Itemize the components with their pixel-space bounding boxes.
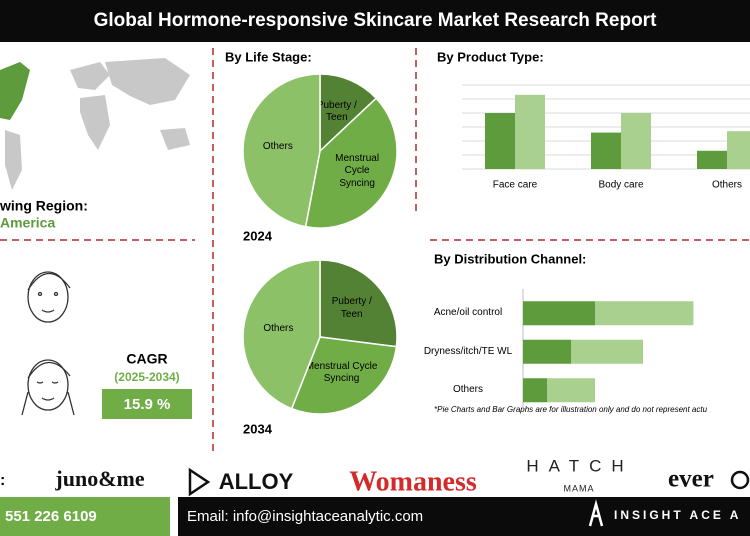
pie-label: Puberty / Teen — [331, 296, 372, 320]
pie-slice — [319, 73, 378, 153]
pie-label-box: Menstrual Cycle Syncing — [335, 152, 380, 189]
pie-label-box: Menstrual Cycle Syncing — [305, 360, 378, 385]
brand: ever — [668, 466, 714, 493]
pie-label: Others — [263, 322, 294, 334]
brand: HATCH — [526, 456, 633, 475]
x-tick-label: Others — [712, 180, 742, 191]
cagr-value: 15.9 % — [124, 396, 171, 413]
bar — [727, 131, 750, 169]
pie-label-box: Puberty / Teen — [316, 99, 357, 124]
bar-segment — [547, 378, 595, 403]
year-label: 2024 — [243, 228, 273, 243]
y-tick-label: Acne/oil control — [433, 307, 503, 318]
bar — [591, 132, 621, 169]
brand: Womaness — [349, 466, 477, 497]
pie-label: Menstrual Cycle Syncing — [305, 360, 378, 385]
pie-label-box: Puberty / Teen — [331, 296, 372, 320]
phone: 551 226 6109 — [5, 508, 97, 525]
separators — [0, 48, 750, 452]
bar — [515, 94, 545, 169]
x-tick-label: Body care — [598, 180, 643, 191]
bar-segment — [571, 339, 643, 364]
y-tick-label-box: Dryness/itch/TE WL — [423, 345, 513, 357]
bar-segment — [595, 301, 694, 326]
y-tick-label: Others — [452, 384, 483, 395]
phone-box — [0, 497, 170, 536]
pie-label-box: Others — [263, 322, 294, 334]
pie-label: Others — [262, 140, 293, 152]
cagr-period: (2025-2034) — [114, 370, 179, 384]
pie-slice — [304, 97, 398, 229]
world-map — [0, 58, 190, 190]
region-value: America — [0, 215, 55, 231]
alloy-icon — [188, 467, 211, 497]
bar — [485, 113, 515, 169]
header-bar — [0, 0, 750, 42]
brand: juno&me — [54, 466, 144, 491]
cagr-label: CAGR — [126, 351, 167, 367]
email: Email: info@insightaceanalytic.com — [187, 508, 423, 525]
company-icon — [588, 499, 604, 527]
brand-icon — [730, 470, 750, 490]
footer-bar — [178, 497, 750, 536]
pie-label: Puberty / Teen — [316, 99, 357, 124]
chart-title: By Distribution Channel: — [434, 251, 586, 266]
y-tick-label-box: Others — [452, 384, 483, 395]
pie-slice — [290, 336, 398, 415]
brand: MAMA — [564, 483, 595, 493]
year-label: 2034 — [243, 421, 273, 436]
chart-title: By Life Stage: — [225, 49, 312, 64]
pie-label-box: Others — [262, 140, 293, 152]
brand: ALLOY — [219, 469, 294, 494]
y-tick-label-box: Acne/oil control — [433, 307, 503, 318]
bar — [697, 150, 727, 169]
bar — [621, 113, 651, 169]
page-title: Global Hormone-responsive Skincare Marke… — [94, 10, 657, 31]
pie-slice — [319, 259, 398, 348]
y-tick-label: Dryness/itch/TE WL — [423, 345, 513, 357]
bar-segment — [523, 339, 571, 364]
brands-prefix: : — [0, 472, 5, 489]
bar-segment — [523, 378, 547, 403]
pie-slice — [242, 73, 321, 228]
company: INSIGHT ACE A — [614, 508, 741, 522]
chart-title: By Product Type: — [437, 49, 544, 64]
pie-slice — [242, 259, 321, 410]
bar-segment — [523, 301, 595, 326]
face-icons — [21, 271, 75, 416]
x-tick-label: Face care — [493, 180, 538, 191]
note: *Pie Charts and Bar Graphs are for illus… — [434, 405, 708, 414]
cagr-box — [102, 389, 192, 419]
region-label: wing Region: — [0, 198, 88, 214]
pie-label: Menstrual Cycle Syncing — [335, 152, 380, 189]
